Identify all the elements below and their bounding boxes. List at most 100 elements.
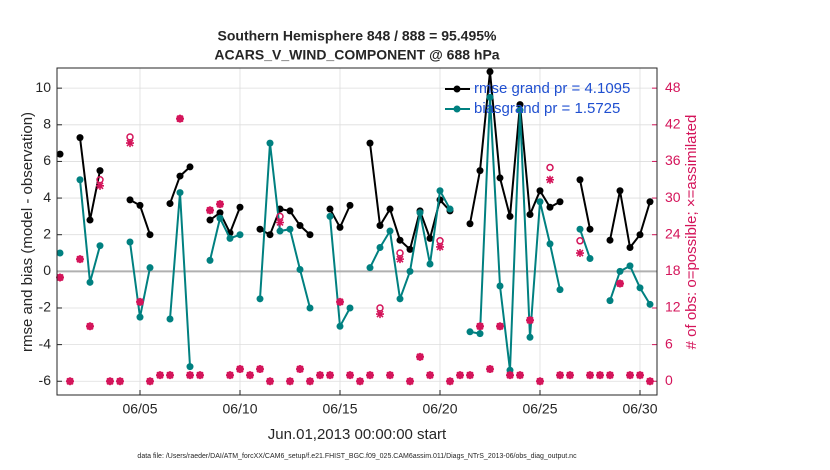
point <box>496 174 504 182</box>
point <box>566 371 574 380</box>
point <box>516 101 524 109</box>
point <box>596 371 604 380</box>
point <box>376 310 384 319</box>
y2-tick-label: 42 <box>665 115 681 131</box>
point <box>136 297 144 306</box>
x-tick-label: 06/30 <box>622 401 657 417</box>
y2-tick-label: 48 <box>665 79 681 95</box>
point <box>476 330 484 338</box>
point <box>546 175 554 184</box>
point <box>636 231 644 239</box>
point <box>296 222 304 230</box>
point <box>546 240 554 248</box>
point <box>236 231 244 239</box>
point <box>576 249 584 258</box>
chart-title: Southern Hemisphere 848 / 888 = 95.495% <box>218 28 498 44</box>
point <box>326 212 334 220</box>
point <box>396 255 404 264</box>
point <box>376 244 384 252</box>
point <box>206 256 214 264</box>
plot-area <box>57 68 657 395</box>
point <box>306 304 314 312</box>
point <box>266 139 274 147</box>
point <box>146 377 154 386</box>
point <box>546 163 554 172</box>
y-axis-label: rmse and bias (model - observation) <box>19 112 36 352</box>
y2-tick-label: 6 <box>665 335 673 351</box>
point <box>196 371 204 380</box>
point <box>226 371 234 380</box>
y-tick-label: 10 <box>35 79 51 95</box>
point <box>486 365 494 374</box>
x-tick-label: 06/15 <box>322 401 357 417</box>
point <box>296 266 304 274</box>
point <box>186 371 194 380</box>
legend-label: biasgrand pr = 1.5725 <box>474 100 620 117</box>
point <box>76 176 84 184</box>
point <box>356 377 364 386</box>
point <box>366 264 374 272</box>
point <box>66 377 74 386</box>
point <box>336 297 344 306</box>
point <box>256 365 264 374</box>
point <box>286 225 294 233</box>
y-tick-label: -2 <box>39 299 52 315</box>
point <box>486 68 494 76</box>
legend-label: rmse grand pr = 4.1095 <box>474 80 630 97</box>
point <box>616 187 624 195</box>
point <box>136 313 144 321</box>
x-tick-label: 06/20 <box>422 401 457 417</box>
point <box>366 371 374 380</box>
point <box>576 237 584 245</box>
point <box>556 286 564 294</box>
point <box>646 198 654 206</box>
point <box>516 371 524 380</box>
point <box>406 267 414 275</box>
point <box>536 377 544 386</box>
point <box>626 262 634 270</box>
point <box>476 322 484 331</box>
y2-tick-label: 36 <box>665 152 681 168</box>
point <box>216 214 224 222</box>
point <box>256 225 264 233</box>
point <box>386 227 394 235</box>
point <box>476 167 484 175</box>
point <box>416 209 424 217</box>
point <box>416 352 424 361</box>
point <box>516 106 524 114</box>
point <box>646 300 654 308</box>
point <box>606 297 614 305</box>
point <box>486 93 494 101</box>
point <box>526 211 534 219</box>
point <box>216 200 224 209</box>
point <box>56 249 64 257</box>
y2-tick-label: 30 <box>665 189 681 205</box>
point <box>86 322 94 331</box>
point <box>506 371 514 380</box>
point <box>306 377 314 386</box>
point <box>436 242 444 251</box>
point <box>136 201 144 209</box>
point <box>186 363 194 371</box>
point <box>446 205 454 213</box>
point <box>496 282 504 290</box>
point <box>466 371 474 380</box>
point <box>556 371 564 380</box>
point <box>626 244 634 252</box>
y-tick-label: 8 <box>43 115 51 131</box>
point <box>86 216 94 224</box>
chart-title: ACARS_V_WIND_COMPONENT @ 688 hPa <box>214 47 499 63</box>
point <box>96 242 104 250</box>
point <box>76 134 84 142</box>
point <box>576 176 584 184</box>
y-tick-label: 2 <box>43 225 51 241</box>
plot-frame <box>56 67 658 396</box>
point <box>206 206 214 215</box>
point <box>426 260 434 268</box>
point <box>116 377 124 386</box>
point <box>396 236 404 244</box>
point <box>76 255 84 264</box>
point <box>56 273 64 282</box>
point <box>646 377 654 386</box>
point <box>386 371 394 380</box>
